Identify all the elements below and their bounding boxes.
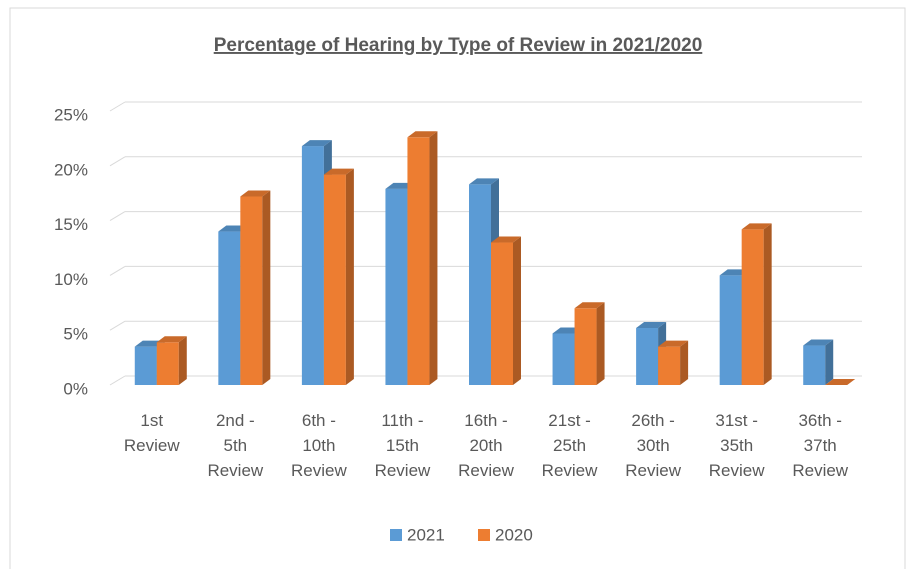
grid-line-depth	[109, 375, 126, 386]
bar-side	[178, 336, 187, 385]
bar-top	[825, 379, 856, 385]
legend-label: 2020	[495, 525, 533, 544]
bar-side	[262, 190, 271, 385]
bar-front	[741, 229, 764, 385]
bar-top	[301, 140, 332, 147]
y-tick-label: 20%	[54, 160, 88, 179]
bar	[156, 336, 187, 385]
bar-side	[825, 339, 834, 385]
bar	[574, 302, 605, 385]
y-tick-label: 5%	[63, 325, 88, 344]
chart-title: Percentage of Hearing by Type of Review …	[214, 35, 703, 56]
legend-swatch	[478, 529, 490, 541]
bar-top	[741, 223, 772, 230]
bar-front	[552, 333, 575, 385]
bar-front	[491, 242, 513, 385]
bar-top	[803, 339, 834, 346]
bar-front	[301, 146, 324, 385]
bar	[658, 340, 689, 385]
bar-front	[323, 174, 346, 385]
y-tick-label: 10%	[54, 270, 88, 289]
y-tick-label: 0%	[63, 379, 88, 398]
grid-line-depth	[109, 101, 126, 112]
bar-front	[134, 346, 157, 385]
x-tick-label: 1st Review	[123, 411, 180, 455]
grid-line-depth	[109, 320, 126, 331]
bar-side	[680, 340, 689, 385]
grid-line-depth	[109, 211, 126, 222]
bar-side	[763, 223, 772, 385]
bar-top	[156, 336, 187, 343]
x-tick-label: 21st - 25th Review	[541, 411, 598, 480]
bar-top	[240, 190, 271, 197]
bar-side	[513, 236, 521, 385]
bar-top	[491, 236, 521, 243]
bar-front	[658, 346, 681, 385]
bar-front	[469, 184, 491, 385]
bar-top	[323, 168, 354, 175]
bar-side	[596, 302, 605, 385]
bar-front	[636, 328, 659, 385]
bar-front	[218, 231, 241, 385]
bar-front	[240, 196, 263, 385]
bar	[741, 223, 772, 385]
bar	[491, 236, 521, 385]
bar	[240, 190, 271, 385]
y-tick-label: 15%	[54, 215, 88, 234]
x-tick-label: 31st - 35th Review	[708, 411, 765, 480]
x-tick-label: 2nd - 5th Review	[207, 411, 264, 480]
bar-front	[385, 188, 408, 385]
bar-top	[469, 178, 499, 185]
bar-front	[156, 342, 179, 385]
bar-front	[574, 308, 597, 385]
grid-line-depth	[109, 156, 126, 167]
bar-top	[636, 322, 667, 329]
bar-top	[574, 302, 605, 309]
x-tick-label: 36th - 37th Review	[792, 411, 849, 480]
legend-label: 2021	[407, 525, 445, 544]
bar-side	[429, 131, 438, 385]
bar-front	[407, 137, 430, 385]
bar-top	[407, 131, 438, 138]
bar	[323, 168, 354, 385]
y-tick-label: 25%	[54, 105, 88, 124]
bar-top	[658, 340, 689, 347]
bar-front	[719, 275, 742, 385]
x-tick-label: 11th - 15th Review	[374, 411, 431, 480]
legend-swatch	[390, 529, 402, 541]
bar	[803, 339, 834, 385]
bar	[825, 379, 856, 385]
x-tick-label: 16th - 20th Review	[458, 411, 514, 480]
bar	[407, 131, 438, 385]
x-tick-label: 26th - 30th Review	[625, 411, 681, 480]
bar-side	[345, 168, 354, 385]
x-tick-label: 6th - 10th Review	[291, 411, 347, 480]
grid-line-depth	[109, 265, 126, 276]
bar-front	[803, 345, 826, 385]
